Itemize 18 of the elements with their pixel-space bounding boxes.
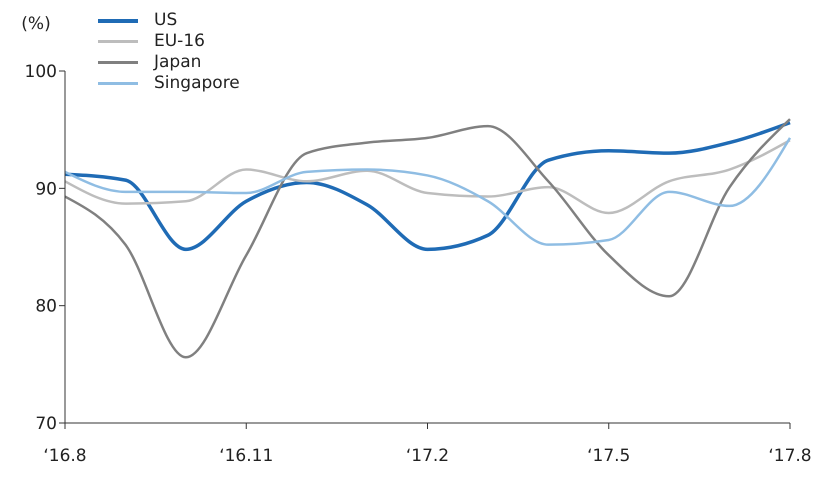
line-series xyxy=(64,118,792,359)
legend-label: EU-16 xyxy=(154,31,205,52)
y-tick-label: 90 xyxy=(35,179,57,200)
legend-label: Singapore xyxy=(154,73,240,94)
y-axis-title: (%) xyxy=(21,14,51,34)
y-tick-label: 70 xyxy=(35,414,57,434)
line-series xyxy=(64,136,792,246)
x-tick-label: ‘17.5 xyxy=(587,446,630,466)
y-tick-label: 100 xyxy=(24,62,57,82)
y-tick-label: 80 xyxy=(35,296,57,317)
line-series xyxy=(64,138,792,214)
legend-label: Japan xyxy=(154,52,202,73)
x-tick-label: ‘16.8 xyxy=(43,446,87,466)
x-tick-label: ‘17.2 xyxy=(406,446,450,466)
legend-label: US xyxy=(154,10,178,31)
x-tick-label: ‘16.11 xyxy=(219,446,274,466)
x-tick-label: ‘17.8 xyxy=(768,446,812,466)
line-series xyxy=(63,120,792,252)
